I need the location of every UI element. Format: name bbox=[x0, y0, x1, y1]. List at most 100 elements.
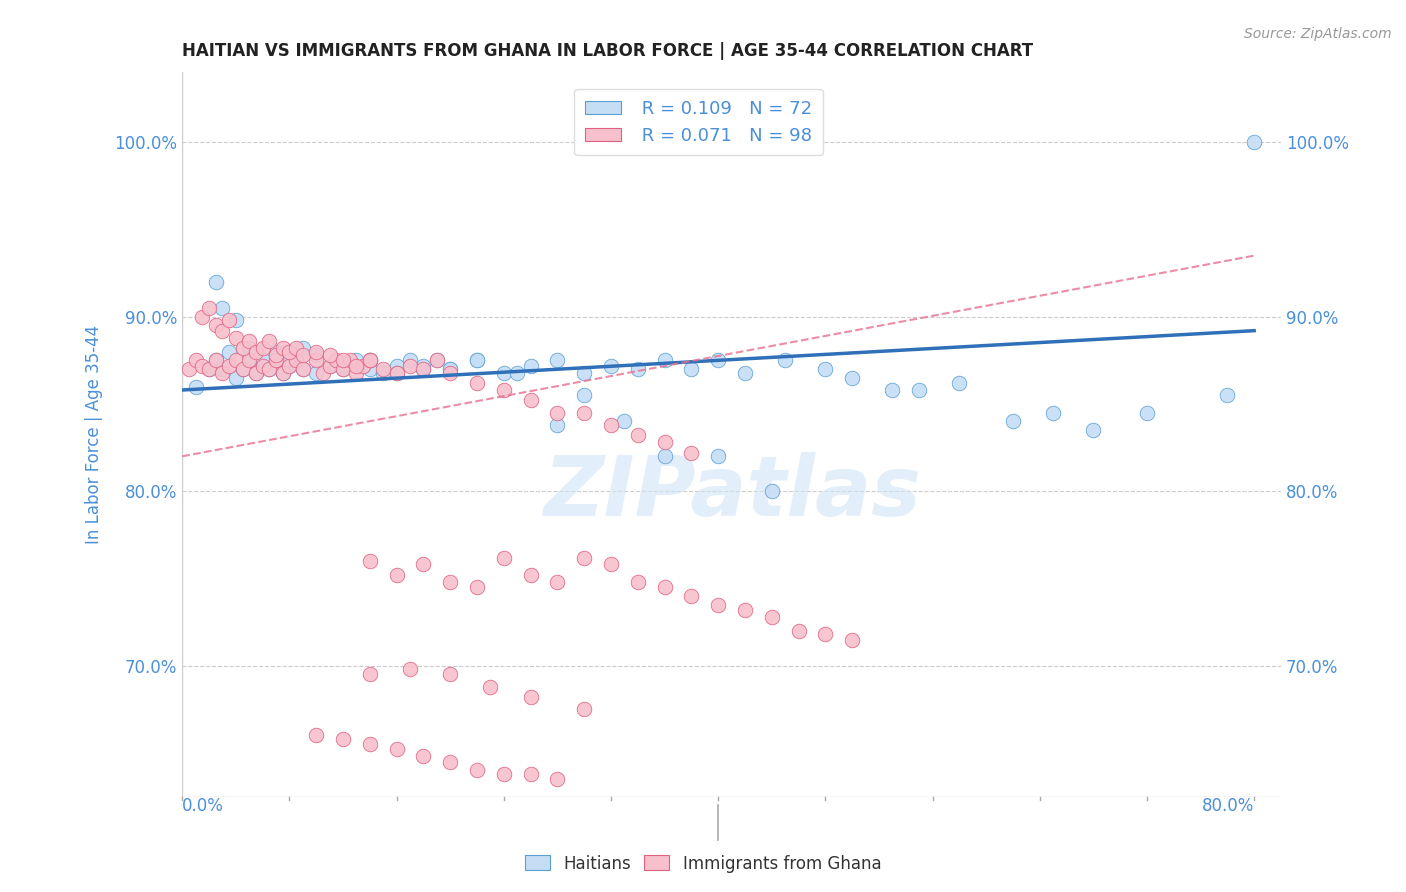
Point bbox=[519, 767, 541, 781]
Point bbox=[252, 359, 274, 373]
Point bbox=[574, 702, 596, 716]
Point bbox=[761, 610, 783, 624]
Point bbox=[841, 632, 863, 647]
Point bbox=[191, 359, 214, 373]
Point bbox=[332, 731, 354, 746]
Point bbox=[259, 362, 281, 376]
Point bbox=[359, 737, 381, 751]
Point bbox=[439, 362, 461, 376]
Point bbox=[546, 406, 568, 420]
Point bbox=[492, 550, 515, 565]
Text: Source: ZipAtlas.com: Source: ZipAtlas.com bbox=[1244, 27, 1392, 41]
Point bbox=[359, 353, 381, 368]
Point bbox=[627, 574, 650, 589]
Point bbox=[399, 353, 422, 368]
Point bbox=[681, 446, 703, 460]
Point bbox=[291, 362, 314, 376]
Point bbox=[681, 362, 703, 376]
Point bbox=[359, 353, 381, 368]
Point bbox=[332, 353, 354, 368]
Point bbox=[332, 359, 354, 373]
Point bbox=[259, 334, 281, 348]
Point bbox=[346, 359, 368, 373]
Point bbox=[681, 589, 703, 603]
Point bbox=[412, 362, 434, 376]
Point bbox=[385, 742, 408, 756]
Point bbox=[325, 353, 347, 368]
Point bbox=[385, 568, 408, 582]
Point bbox=[574, 550, 596, 565]
Text: 80.0%: 80.0% bbox=[1202, 797, 1254, 814]
Point bbox=[546, 353, 568, 368]
Point bbox=[385, 366, 408, 380]
Point bbox=[546, 417, 568, 432]
Point bbox=[492, 366, 515, 380]
Point bbox=[252, 341, 274, 355]
Point bbox=[519, 393, 541, 408]
Point bbox=[773, 353, 796, 368]
Point bbox=[204, 353, 226, 368]
Point bbox=[271, 366, 294, 380]
Point bbox=[479, 680, 502, 694]
Point bbox=[339, 353, 361, 368]
Point bbox=[654, 580, 676, 594]
Point bbox=[600, 558, 623, 572]
Point bbox=[204, 275, 226, 289]
Point bbox=[305, 729, 328, 743]
Point bbox=[654, 353, 676, 368]
Point bbox=[264, 353, 287, 368]
Point bbox=[232, 341, 254, 355]
Point bbox=[574, 388, 596, 402]
Point bbox=[439, 755, 461, 769]
Point bbox=[492, 767, 515, 781]
Point bbox=[245, 344, 267, 359]
Point bbox=[948, 376, 970, 390]
Point bbox=[734, 603, 756, 617]
Point bbox=[465, 353, 488, 368]
Point bbox=[346, 366, 368, 380]
Point bbox=[238, 353, 260, 368]
Point bbox=[574, 366, 596, 380]
Point bbox=[211, 324, 233, 338]
Point bbox=[359, 667, 381, 681]
Point bbox=[506, 366, 529, 380]
Point bbox=[1216, 388, 1239, 402]
Point bbox=[359, 554, 381, 568]
Point bbox=[211, 301, 233, 315]
Point bbox=[312, 366, 335, 380]
Point bbox=[318, 348, 340, 362]
Point bbox=[841, 371, 863, 385]
Point bbox=[492, 383, 515, 397]
Point bbox=[600, 417, 623, 432]
Legend: Haitians, Immigrants from Ghana: Haitians, Immigrants from Ghana bbox=[519, 848, 887, 880]
Y-axis label: In Labor Force | Age 35-44: In Labor Force | Age 35-44 bbox=[86, 325, 103, 544]
Point bbox=[908, 383, 931, 397]
Point bbox=[761, 484, 783, 499]
Point bbox=[359, 353, 381, 368]
Point bbox=[814, 362, 837, 376]
Text: HAITIAN VS IMMIGRANTS FROM GHANA IN LABOR FORCE | AGE 35-44 CORRELATION CHART: HAITIAN VS IMMIGRANTS FROM GHANA IN LABO… bbox=[183, 42, 1033, 60]
Point bbox=[232, 362, 254, 376]
Point bbox=[346, 353, 368, 368]
Point bbox=[184, 379, 207, 393]
Point bbox=[291, 341, 314, 355]
Point bbox=[734, 366, 756, 380]
Point bbox=[278, 359, 301, 373]
Point bbox=[627, 362, 650, 376]
Point bbox=[519, 568, 541, 582]
Point bbox=[191, 310, 214, 324]
Point bbox=[1243, 135, 1265, 149]
Point bbox=[204, 318, 226, 333]
Point bbox=[232, 362, 254, 376]
Point bbox=[546, 574, 568, 589]
Point bbox=[198, 301, 221, 315]
Point bbox=[278, 359, 301, 373]
Point bbox=[271, 341, 294, 355]
Point bbox=[264, 353, 287, 368]
Point bbox=[1042, 406, 1064, 420]
Point bbox=[305, 366, 328, 380]
Point bbox=[465, 764, 488, 778]
Point bbox=[305, 348, 328, 362]
Point bbox=[654, 435, 676, 450]
Point bbox=[259, 362, 281, 376]
